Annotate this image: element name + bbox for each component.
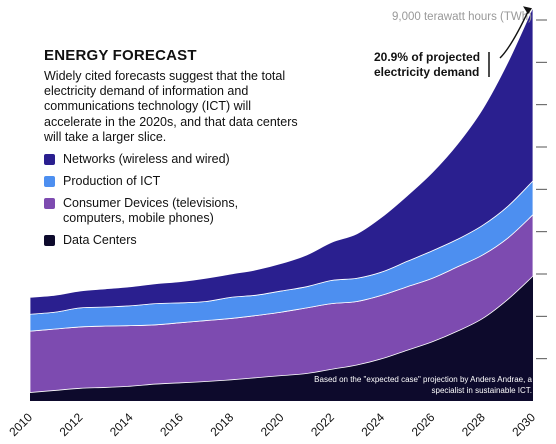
x-tick-label: 2012 [57, 410, 86, 439]
x-tick-label: 2016 [157, 410, 186, 439]
legend-swatch-consumer [44, 198, 55, 209]
x-tick-label: 2030 [509, 410, 538, 439]
chart-title: ENERGY FORECAST [44, 47, 197, 64]
legend-item-consumer: Consumer Devices (televisions, computers… [44, 196, 283, 226]
legend: Networks (wireless and wired) Production… [44, 152, 283, 255]
legend-label-data-centers: Data Centers [63, 233, 137, 247]
y-axis-unit-label: 9,000 terawatt hours (TWh) [392, 11, 532, 23]
projection-annotation: 20.9% of projected electricity demand [374, 50, 481, 79]
chart-description: Widely cited forecasts suggest that the … [44, 69, 298, 144]
area-networks [29, 7, 534, 315]
legend-item-production: Production of ICT [44, 174, 283, 189]
x-tick-label: 2018 [208, 410, 237, 439]
x-tick-label: 2028 [459, 410, 488, 439]
area-data [30, 276, 533, 401]
legend-item-data-centers: Data Centers [44, 233, 283, 248]
x-tick-label: 2010 [6, 410, 35, 439]
legend-swatch-networks [44, 154, 55, 165]
source-note: Based on the "expected case" projection … [314, 375, 532, 395]
y-axis-ticks [536, 19, 547, 360]
legend-label-production: Production of ICT [63, 174, 161, 188]
legend-swatch-production [44, 176, 55, 187]
x-tick-label: 2022 [308, 410, 337, 439]
x-axis-ticks: 2010 2012 2014 2016 2018 2020 2022 2024 2026 2028… [6, 410, 538, 439]
stacked-areas [29, 7, 534, 401]
annotation-arrow-icon [499, 9, 530, 59]
x-tick-label: 2024 [358, 410, 387, 439]
legend-item-networks: Networks (wireless and wired) [44, 152, 283, 167]
x-tick-label: 2014 [107, 410, 136, 439]
legend-label-consumer: Consumer Devices (televisions, computers… [63, 196, 239, 225]
legend-swatch-data-centers [44, 235, 55, 246]
x-tick-label: 2020 [258, 410, 287, 439]
legend-label-networks: Networks (wireless and wired) [63, 152, 230, 166]
annotation-arrowhead-icon [523, 6, 532, 15]
x-tick-label: 2026 [409, 410, 438, 439]
